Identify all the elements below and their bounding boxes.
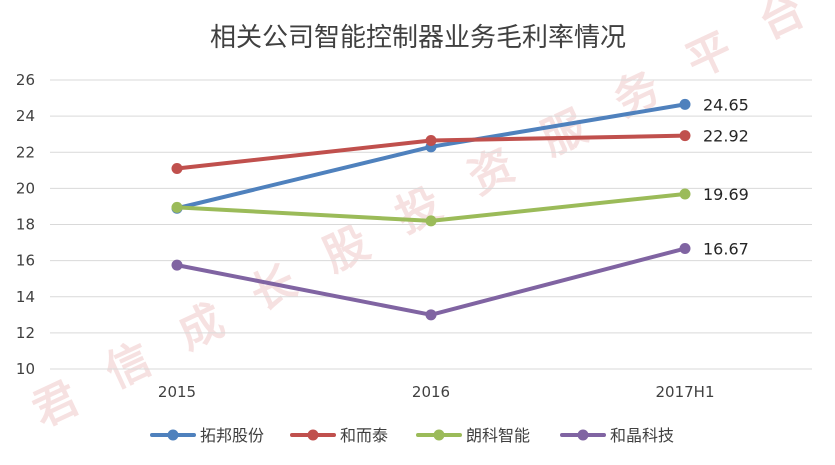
legend-label: 和而泰 <box>340 426 388 445</box>
watermark-char: 资 <box>461 140 522 205</box>
series-lines: 24.65 22.92 19.69 16.67 <box>171 95 749 321</box>
data-point <box>171 259 183 271</box>
y-tick-label: 26 <box>16 71 35 89</box>
data-label: 19.69 <box>703 185 749 204</box>
y-tick-label: 18 <box>16 216 35 234</box>
legend-swatch-marker <box>167 429 179 441</box>
x-tick-label: 2015 <box>158 383 196 401</box>
data-point <box>425 309 437 321</box>
watermark-char: 信 <box>98 334 159 399</box>
axes: 10 12 14 16 18 20 22 24 26 2015 2016 2017H1 <box>16 71 715 401</box>
watermark-char: 台 <box>751 0 812 49</box>
legend-label: 和晶科技 <box>610 426 674 445</box>
legend-label: 朗科智能 <box>466 426 530 445</box>
y-tick-label: 20 <box>16 179 35 197</box>
series-4: 16.67 <box>171 240 749 321</box>
legend-item: 朗科智能 <box>416 426 530 445</box>
y-tick-label: 10 <box>16 360 35 378</box>
series-2: 22.92 <box>171 127 749 175</box>
series-3: 19.69 <box>171 185 749 227</box>
watermark-char: 股 <box>316 217 377 282</box>
series-line <box>175 246 687 317</box>
y-tick-label: 22 <box>16 143 35 161</box>
legend-swatch-marker <box>433 429 445 441</box>
data-point <box>425 215 437 227</box>
watermark-char: 平 <box>679 23 740 88</box>
x-tick-label: 2016 <box>412 383 450 401</box>
data-point <box>679 98 691 110</box>
y-tick-label: 12 <box>16 324 35 342</box>
chart-title: 相关公司智能控制器业务毛利率情况 <box>210 23 626 53</box>
data-label: 24.65 <box>703 95 749 114</box>
legend-swatch-marker <box>307 429 319 441</box>
legend-item: 和晶科技 <box>560 426 674 445</box>
data-point <box>679 130 691 142</box>
legend: 拓邦股份 和而泰 朗科智能 和晶科技 <box>150 426 674 445</box>
legend-label: 拓邦股份 <box>200 426 264 445</box>
data-point <box>425 135 437 147</box>
data-point <box>171 163 183 175</box>
watermark-char: 服 <box>533 101 594 166</box>
watermark-char: 君 <box>25 372 86 437</box>
data-label: 22.92 <box>703 127 749 146</box>
legend-item: 拓邦股份 <box>150 426 264 445</box>
data-label: 16.67 <box>703 240 749 259</box>
y-tick-label: 16 <box>16 252 35 270</box>
data-point <box>679 243 691 255</box>
data-point <box>171 201 183 213</box>
x-tick-label: 2017H1 <box>656 383 715 401</box>
y-tick-label: 24 <box>16 107 35 125</box>
watermark-char: 成 <box>170 295 231 360</box>
y-tick-label: 14 <box>16 288 35 306</box>
legend-item: 和而泰 <box>290 426 388 445</box>
legend-swatch-marker <box>577 429 589 441</box>
data-point <box>679 188 691 200</box>
